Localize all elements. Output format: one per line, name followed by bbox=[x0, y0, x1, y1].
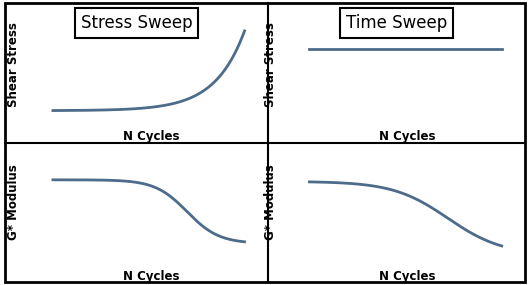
Text: Time Sweep: Time Sweep bbox=[346, 14, 447, 32]
Text: N Cycles: N Cycles bbox=[379, 270, 436, 283]
Text: N Cycles: N Cycles bbox=[379, 130, 436, 143]
Text: N Cycles: N Cycles bbox=[122, 130, 179, 143]
Text: Shear Stress: Shear Stress bbox=[263, 22, 277, 107]
Text: Shear Stress: Shear Stress bbox=[7, 22, 20, 107]
Text: G* Modulus: G* Modulus bbox=[7, 165, 20, 241]
Text: N Cycles: N Cycles bbox=[122, 270, 179, 283]
Text: G* Modulus: G* Modulus bbox=[263, 165, 277, 241]
Text: Stress Sweep: Stress Sweep bbox=[81, 14, 192, 32]
